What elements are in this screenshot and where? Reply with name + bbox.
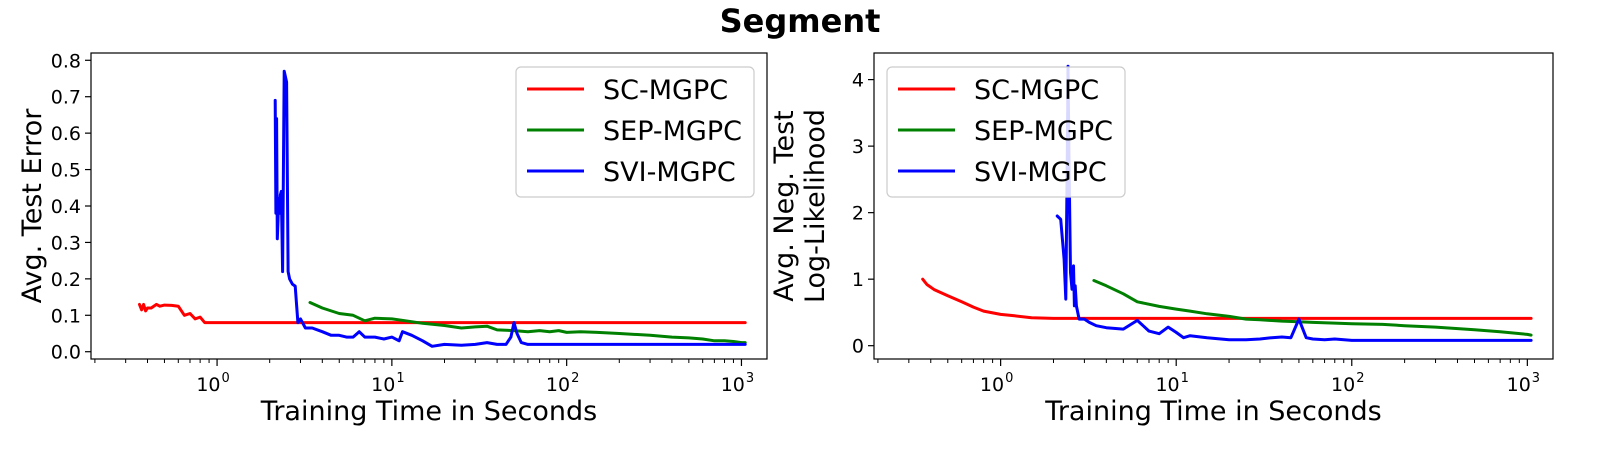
series-line-svi-mgpc <box>273 69 747 348</box>
series-line-svi-mgpc <box>1055 64 1533 342</box>
y-tick-label: 4 <box>852 70 864 92</box>
y-tick-label: 0.7 <box>51 87 81 109</box>
y-axis-label: Avg. Test Error <box>17 108 48 304</box>
y-tick-label: 0.8 <box>51 50 81 72</box>
y-tick-label: 1 <box>852 269 864 291</box>
y-tick-label: 0.5 <box>51 160 81 182</box>
series-line-sc-mgpc <box>138 302 747 325</box>
y-tick-label: 0.4 <box>51 196 81 218</box>
x-tick-label: 101 <box>1155 371 1188 396</box>
x-axis-label: Training Time in Seconds <box>260 396 597 427</box>
legend-box <box>886 66 1126 198</box>
legend-box <box>515 66 755 198</box>
legend-label-svi-mgpc: SVI-MGPC <box>603 157 736 188</box>
x-tick-label: 102 <box>1331 371 1364 396</box>
series-line-sc-mgpc <box>921 277 1533 320</box>
y-tick-label: 2 <box>852 203 864 225</box>
y-axis-label: Avg. Neg. Test <box>769 110 800 301</box>
series-line-sep-mgpc <box>1092 279 1533 337</box>
y-tick-label: 0.2 <box>51 269 81 291</box>
y-tick-label: 0.3 <box>51 232 81 254</box>
plot-frame <box>873 52 1554 360</box>
y-tick-label: 0 <box>852 336 864 358</box>
y-tick-label: 0.6 <box>51 123 81 145</box>
x-tick-label: 100 <box>980 371 1013 396</box>
legend-label-sep-mgpc: SEP-MGPC <box>603 116 742 147</box>
y-tick-label: 3 <box>852 136 864 158</box>
series-line-sep-mgpc <box>308 301 747 345</box>
x-tick-label: 100 <box>196 371 229 396</box>
figure-title: Segment <box>719 2 881 40</box>
x-axis-label: Training Time in Seconds <box>1044 396 1381 427</box>
y-tick-label: 0.0 <box>51 342 81 364</box>
legend-label-sc-mgpc: SC-MGPC <box>974 75 1099 106</box>
legend-label-sep-mgpc: SEP-MGPC <box>974 116 1113 147</box>
legend-label-svi-mgpc: SVI-MGPC <box>974 157 1107 188</box>
x-tick-label: 103 <box>721 371 754 396</box>
legend-label-sc-mgpc: SC-MGPC <box>603 75 728 106</box>
x-tick-label: 103 <box>1507 371 1540 396</box>
x-tick-label: 101 <box>371 371 404 396</box>
x-tick-label: 102 <box>546 371 579 396</box>
y-tick-label: 0.1 <box>51 305 81 327</box>
y-axis-label: Log-Likelihood <box>800 109 831 303</box>
